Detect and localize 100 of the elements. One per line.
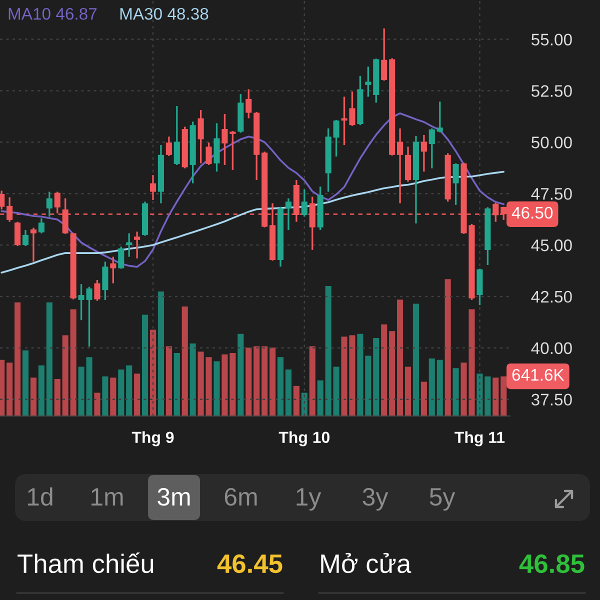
bar xyxy=(246,348,252,416)
bar xyxy=(333,366,340,416)
bar xyxy=(381,324,388,416)
bar xyxy=(293,386,300,416)
candlestick xyxy=(6,196,13,223)
bar xyxy=(0,360,5,416)
bar xyxy=(484,376,491,416)
candlestick xyxy=(166,136,172,157)
bar xyxy=(46,302,52,416)
bar xyxy=(22,350,29,416)
candlestick xyxy=(110,256,116,284)
candlestick xyxy=(102,260,108,301)
bar xyxy=(389,331,396,416)
bar xyxy=(62,335,68,416)
bar xyxy=(254,346,260,416)
x-tick-label: Thg 10 xyxy=(278,431,330,446)
candlestick xyxy=(230,130,236,171)
bar xyxy=(118,369,124,416)
bar xyxy=(238,334,244,416)
bar xyxy=(373,338,380,416)
candlestick xyxy=(397,128,404,204)
bar xyxy=(158,291,164,416)
bar xyxy=(214,361,220,416)
candlestick xyxy=(436,100,443,134)
text: MA10 46.87 xyxy=(8,8,97,20)
candlestick xyxy=(150,174,156,201)
y-tick-label: 52.50 xyxy=(532,85,572,97)
text: 46.85 xyxy=(519,554,584,574)
bar xyxy=(174,353,180,416)
bar xyxy=(262,346,268,416)
bar xyxy=(325,286,332,416)
candlestick xyxy=(134,230,140,260)
bar xyxy=(397,300,404,416)
bar xyxy=(492,378,499,416)
text: 5y xyxy=(430,488,456,511)
y-tick-label: 40.00 xyxy=(531,342,572,354)
candlestick xyxy=(14,220,21,247)
bar xyxy=(142,314,148,416)
bar xyxy=(436,360,443,416)
candlestick xyxy=(428,128,435,170)
candlestick xyxy=(420,134,427,172)
ref-line-label: 46.50 xyxy=(512,206,553,219)
bar xyxy=(420,382,427,416)
bar xyxy=(452,368,459,416)
candlestick xyxy=(54,190,60,214)
bar xyxy=(102,376,108,416)
bar xyxy=(190,343,196,416)
candlestick xyxy=(285,197,292,231)
candlestick xyxy=(126,232,132,258)
candlestick xyxy=(198,109,204,164)
bar xyxy=(500,376,507,416)
bar xyxy=(54,379,60,416)
bar xyxy=(70,309,76,416)
candlestick xyxy=(381,28,388,82)
bar xyxy=(365,356,372,416)
bar xyxy=(285,369,292,416)
bar xyxy=(357,334,364,416)
candlestick xyxy=(30,226,36,263)
candlestick xyxy=(301,188,308,218)
bar xyxy=(206,357,212,416)
y-tick-label: 55.00 xyxy=(532,34,572,46)
bar xyxy=(277,357,284,416)
candlestick xyxy=(174,105,180,166)
candlestick xyxy=(22,229,29,247)
bar xyxy=(150,330,156,416)
text: MA30 48.38 xyxy=(120,8,208,20)
text: 1y xyxy=(296,488,322,511)
y-tick-label: 45.00 xyxy=(531,239,572,252)
text: Mở cửa xyxy=(321,552,412,574)
bar xyxy=(198,352,204,416)
bar xyxy=(166,346,172,416)
y-tick-label: 50.00 xyxy=(532,136,572,148)
text: Tham chiếu xyxy=(18,552,154,574)
candlestick xyxy=(333,119,340,158)
text: 1d xyxy=(28,487,52,506)
y-tick-label: 47.50 xyxy=(531,188,572,200)
bar xyxy=(126,365,132,416)
candlestick xyxy=(94,279,100,302)
bar xyxy=(30,378,36,416)
bar xyxy=(428,358,435,416)
bar xyxy=(444,279,451,416)
bar xyxy=(230,353,236,416)
text: 46.45 xyxy=(217,554,282,574)
bar xyxy=(404,366,412,416)
line-series xyxy=(0,112,505,268)
y-tick-label: 37.50 xyxy=(531,394,572,406)
bar xyxy=(6,362,13,416)
candlestick xyxy=(222,113,228,166)
candlestick xyxy=(452,162,459,206)
x-tick-label: Thg 11 xyxy=(454,431,505,446)
candlestick xyxy=(46,190,52,218)
text: 3y xyxy=(362,488,388,511)
y-tick-label: 42.50 xyxy=(531,290,572,303)
bar xyxy=(38,365,44,416)
bar xyxy=(309,346,316,416)
text: 641.6K xyxy=(512,368,564,381)
bar xyxy=(301,392,308,416)
text: 6m xyxy=(224,488,257,506)
bar xyxy=(110,378,116,416)
candlestick xyxy=(38,217,44,234)
